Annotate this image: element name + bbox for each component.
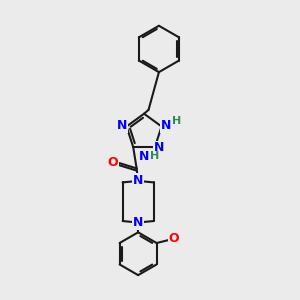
Text: N: N (154, 141, 164, 154)
Text: O: O (169, 232, 179, 245)
Text: O: O (107, 156, 118, 169)
Text: N: N (160, 119, 171, 132)
Text: N: N (133, 174, 143, 187)
Text: N: N (133, 216, 143, 229)
Text: H: H (172, 116, 181, 125)
Text: H: H (150, 151, 160, 161)
Text: N: N (139, 150, 149, 163)
Text: N: N (117, 119, 128, 132)
